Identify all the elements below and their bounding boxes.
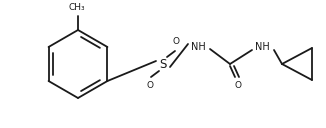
Text: NH: NH (191, 42, 205, 52)
Text: O: O (172, 38, 180, 46)
Text: O: O (146, 82, 154, 90)
Text: S: S (159, 57, 167, 71)
Text: CH₃: CH₃ (69, 3, 85, 13)
Text: O: O (234, 82, 242, 90)
Text: NH: NH (255, 42, 269, 52)
